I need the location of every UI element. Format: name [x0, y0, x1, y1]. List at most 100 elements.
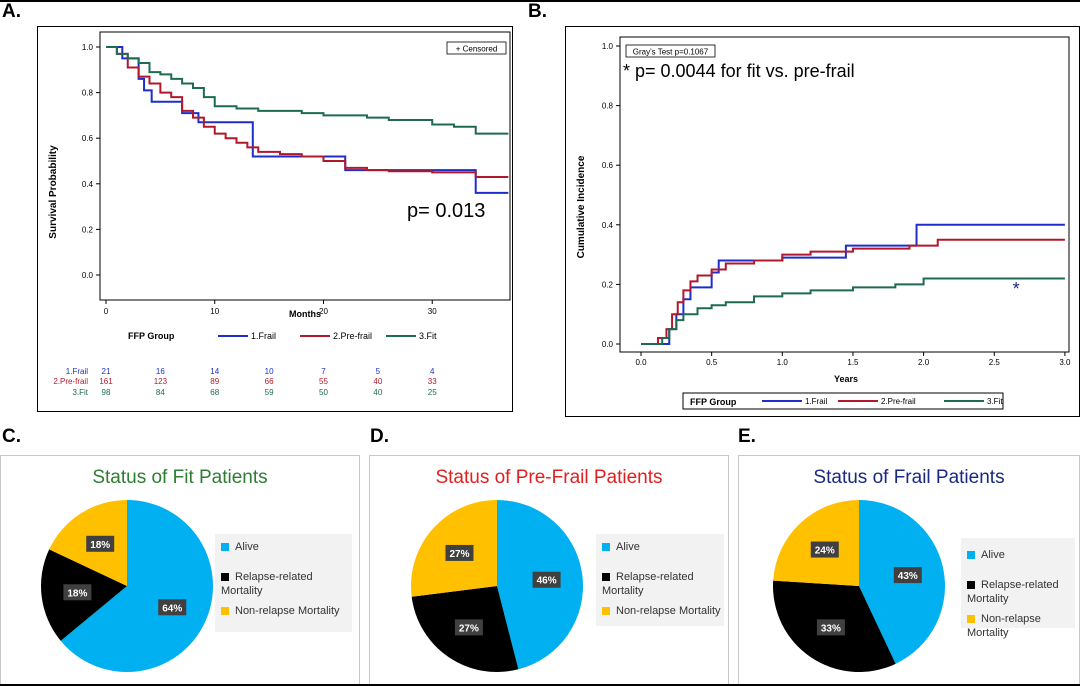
- pie-panel-d: Status of Pre-Frail Patients 46% 27% 27% A…: [369, 455, 729, 686]
- pie-c-legend-nonrelapse: Non-relapse Mortality: [221, 604, 340, 618]
- b-xlabel: Years: [834, 374, 858, 384]
- a-ytick-label: 0.4: [82, 180, 94, 189]
- pie-e-legend-relapse: Relapse-related Mortality: [967, 578, 1071, 606]
- a-risk-value: 25: [428, 388, 437, 397]
- b-series-line-2.Pre-frail: [641, 238, 1065, 345]
- a-xlabel: Months: [289, 309, 321, 319]
- a-risk-value: 50: [319, 388, 328, 397]
- pie-d-legend-alive: Alive: [602, 540, 640, 554]
- nonrelapse-swatch: [602, 607, 610, 616]
- pie-e-title: Status of Frail Patients: [813, 467, 1005, 488]
- panel-label-e: E.: [738, 426, 756, 447]
- pie-data-label: 43%: [898, 571, 918, 582]
- pie-data-label: 64%: [162, 603, 182, 614]
- b-ytick-label: 0.2: [602, 280, 614, 289]
- a-ytick-label: 0.0: [82, 271, 94, 280]
- a-risk-value: 21: [102, 367, 111, 376]
- relapse-swatch: [221, 573, 229, 582]
- a-legend-label: 2.Pre-frail: [333, 331, 372, 341]
- a-plot-frame: [99, 31, 511, 301]
- relapse-swatch: [967, 581, 975, 590]
- b-xtick-label: 1.5: [847, 358, 859, 367]
- b-test-label: Gray's Test p=0.1067: [633, 48, 709, 57]
- a-risk-value: 7: [321, 367, 326, 376]
- b-test-box: [625, 44, 716, 58]
- a-risk-value: 4: [430, 367, 435, 376]
- pie-data-label-box: [158, 599, 187, 616]
- pie-data-label-box: [86, 535, 115, 552]
- b-ytick-label: 0.8: [602, 102, 614, 111]
- b-ytick-label: 1.0: [602, 42, 614, 51]
- a-risk-row-name: 2.Pre-frail: [53, 377, 88, 386]
- a-risk-value: 161: [99, 377, 113, 386]
- a-risk-value: 59: [265, 388, 274, 397]
- a-risk-row-name: 1.Frail: [66, 367, 88, 376]
- panel-label-c: C.: [2, 426, 21, 447]
- a-ytick-label: 0.6: [82, 134, 94, 143]
- pie-e-legend-nonrelapse: Non-relapse Mortality: [967, 612, 1075, 640]
- pie-d-title: Status of Pre-Frail Patients: [435, 467, 663, 488]
- b-series-line-1.Frail: [641, 223, 1065, 345]
- top-rule: [0, 0, 1080, 2]
- pie-c-title: Status of Fit Patients: [92, 467, 268, 488]
- a-ytick-label: 1.0: [82, 43, 94, 52]
- a-risk-row-name: 3.Fit: [72, 388, 88, 397]
- a-risk-value: 123: [154, 377, 168, 386]
- relapse-swatch: [602, 573, 610, 582]
- pie-c-legend: Alive Relapse-related Mortality Non-rela…: [215, 534, 352, 632]
- b-legend-title: FFP Group: [690, 397, 737, 407]
- a-risk-value: 68: [210, 388, 219, 397]
- a-risk-value: 55: [319, 377, 328, 386]
- b-series-line-3.Fit: [641, 277, 1065, 345]
- b-xtick-label: 2.5: [989, 358, 1001, 367]
- b-xtick-label: 2.0: [918, 358, 930, 367]
- a-series-line-3.Fit: [106, 46, 509, 135]
- a-xtick-label: 30: [428, 307, 437, 316]
- pie-data-label: 18%: [67, 588, 87, 599]
- cumulative-incidence-chart: Cumulative Incidence Gray's Test p=0.106…: [576, 36, 1071, 410]
- panel-a: Survival Probability + Censored 0.0 0.2 0.…: [37, 26, 513, 412]
- pie-data-label: 46%: [537, 576, 557, 587]
- a-ylabel: Survival Probability: [48, 145, 59, 239]
- a-ytick-label: 0.8: [82, 89, 94, 98]
- pie-e-legend-alive: Alive: [967, 548, 1005, 562]
- b-ytick-label: 0.6: [602, 161, 614, 170]
- a-series-line-2.Pre-frail: [106, 46, 509, 178]
- b-ytick-label: 0.4: [602, 221, 614, 230]
- a-censored-label: + Censored: [456, 45, 498, 54]
- pie-e-chart: 43% 33% 24%: [773, 500, 945, 672]
- alive-swatch: [221, 543, 229, 552]
- a-legend-title: FFP Group: [128, 331, 175, 341]
- pie-data-label: 27%: [449, 549, 469, 560]
- survival-chart: Survival Probability + Censored 0.0 0.2 0.…: [48, 31, 511, 397]
- a-risk-value: 98: [102, 388, 111, 397]
- pie-data-label-box: [445, 544, 474, 561]
- a-series-line-1.Frail: [106, 46, 509, 194]
- pie-data-label: 33%: [821, 623, 841, 634]
- pie-c-legend-alive: Alive: [221, 540, 259, 554]
- legend-label: Non-relapse Mortality: [967, 613, 1041, 639]
- a-xtick-label: 0: [104, 307, 109, 316]
- panel-b: Cumulative Incidence Gray's Test p=0.106…: [565, 26, 1080, 417]
- legend-label: Non-relapse Mortality: [235, 605, 340, 617]
- a-risk-value: 5: [376, 367, 381, 376]
- pie-d-legend-nonrelapse: Non-relapse Mortality: [602, 604, 721, 618]
- alive-swatch: [602, 543, 610, 552]
- pie-data-label-box: [63, 584, 92, 601]
- a-risk-value: 10: [265, 367, 274, 376]
- pie-slice-alive: [60, 500, 213, 672]
- a-risk-value: 33: [428, 377, 437, 386]
- a-p-value: p= 0.013: [407, 200, 485, 222]
- legend-label: Alive: [981, 549, 1005, 561]
- alive-swatch: [967, 551, 975, 560]
- b-xtick-label: 0.0: [635, 358, 647, 367]
- b-xtick-label: 3.0: [1059, 358, 1071, 367]
- pie-data-label: 18%: [90, 540, 110, 551]
- legend-label: Non-relapse Mortality: [616, 605, 721, 617]
- b-legend-frame: [682, 392, 1004, 410]
- pie-panel-c: Status of Fit Patients 64% 18% 18% Alive R…: [0, 455, 360, 686]
- a-risk-value: 84: [156, 388, 165, 397]
- pie-data-label-box: [532, 571, 561, 588]
- b-significance-star: *: [1013, 279, 1020, 299]
- a-risk-value: 16: [156, 367, 165, 376]
